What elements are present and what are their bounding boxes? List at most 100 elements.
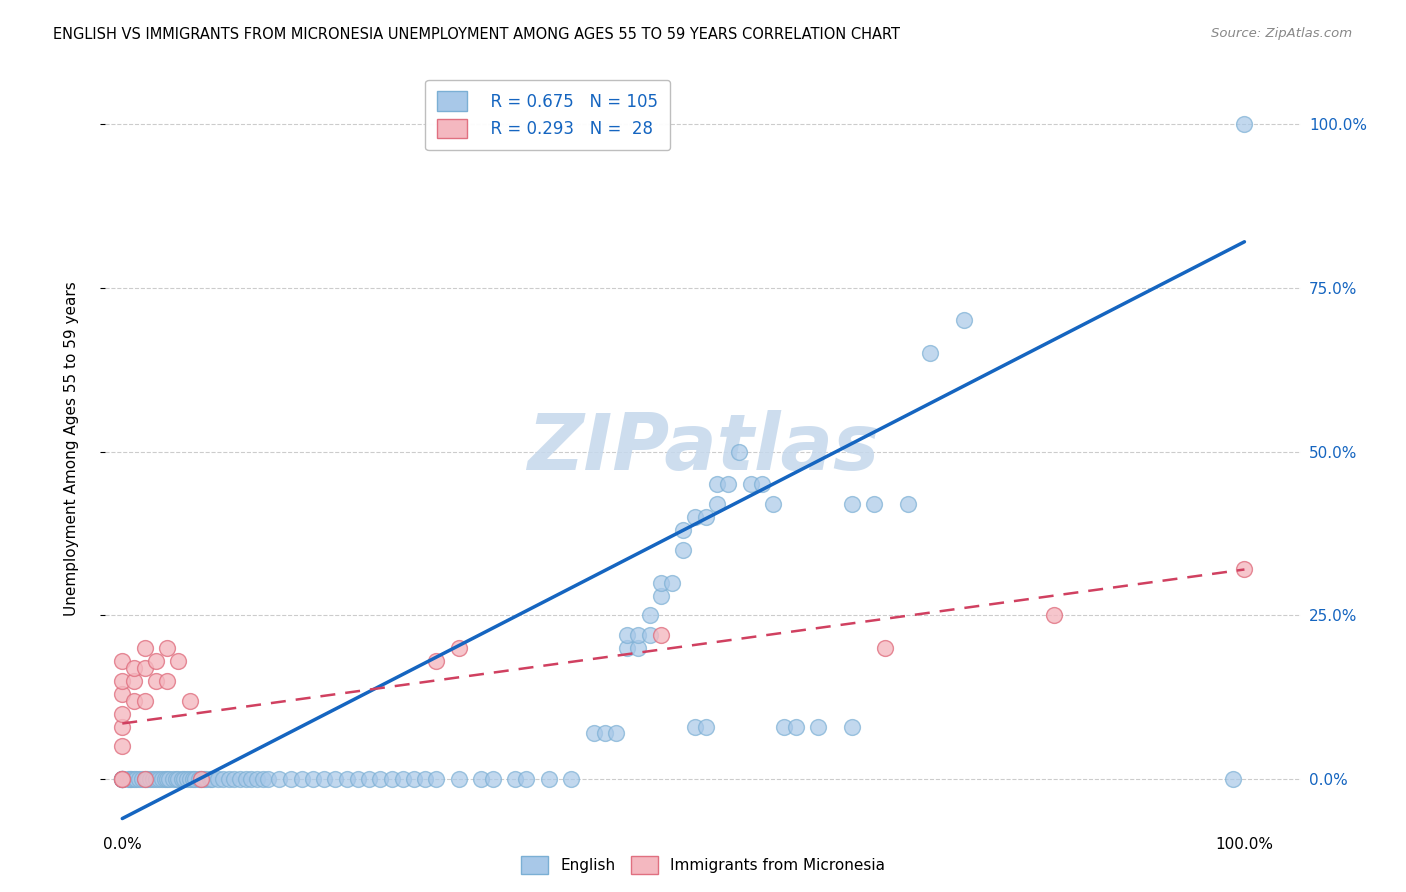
Point — [269, 772, 291, 787]
Point — [593, 726, 616, 740]
Point — [683, 510, 706, 524]
Point — [176, 772, 198, 787]
Point — [402, 772, 425, 787]
Point — [122, 772, 145, 787]
Point — [515, 772, 537, 787]
Point — [650, 628, 672, 642]
Point — [148, 772, 170, 787]
Point — [111, 687, 134, 701]
Point — [136, 772, 159, 787]
Point — [111, 772, 134, 787]
Point — [235, 772, 257, 787]
Point — [605, 726, 627, 740]
Point — [111, 706, 134, 721]
Point — [134, 641, 156, 656]
Point — [193, 772, 215, 787]
Point — [190, 772, 212, 787]
Point — [638, 608, 661, 623]
Point — [218, 772, 240, 787]
Point — [170, 772, 193, 787]
Point — [111, 772, 134, 787]
Point — [447, 772, 470, 787]
Point — [111, 772, 134, 787]
Point — [111, 654, 134, 668]
Point — [139, 772, 162, 787]
Point — [111, 673, 134, 688]
Point — [134, 772, 156, 787]
Point — [291, 772, 314, 787]
Point — [370, 772, 392, 787]
Point — [302, 772, 325, 787]
Point — [156, 641, 179, 656]
Point — [195, 772, 218, 787]
Text: ZIPatlas: ZIPatlas — [527, 410, 879, 486]
Point — [153, 772, 176, 787]
Point — [128, 772, 150, 787]
Point — [150, 772, 173, 787]
Point — [252, 772, 274, 787]
Point — [672, 542, 695, 557]
Point — [537, 772, 560, 787]
Point — [359, 772, 381, 787]
Legend: English, Immigrants from Micronesia: English, Immigrants from Micronesia — [515, 850, 891, 880]
Point — [156, 673, 179, 688]
Point — [162, 772, 184, 787]
Point — [207, 772, 229, 787]
Point — [201, 772, 224, 787]
Point — [773, 720, 796, 734]
Point — [134, 661, 156, 675]
Point — [156, 772, 179, 787]
Point — [134, 693, 156, 707]
Point — [111, 739, 134, 754]
Point — [122, 661, 145, 675]
Point — [187, 772, 209, 787]
Point — [638, 628, 661, 642]
Point — [627, 641, 650, 656]
Point — [1233, 562, 1256, 576]
Point — [616, 628, 638, 642]
Point — [706, 477, 728, 491]
Point — [240, 772, 263, 787]
Point — [425, 654, 447, 668]
Point — [167, 772, 190, 787]
Point — [122, 673, 145, 688]
Point — [179, 772, 201, 787]
Point — [582, 726, 605, 740]
Point — [145, 772, 167, 787]
Point — [167, 654, 190, 668]
Point — [413, 772, 436, 787]
Point — [1042, 608, 1064, 623]
Point — [111, 772, 134, 787]
Point — [762, 497, 785, 511]
Point — [560, 772, 582, 787]
Point — [111, 720, 134, 734]
Point — [920, 346, 942, 360]
Point — [706, 497, 728, 511]
Point — [672, 523, 695, 537]
Point — [173, 772, 195, 787]
Point — [650, 575, 672, 590]
Point — [807, 720, 830, 734]
Point — [425, 772, 447, 787]
Point — [145, 673, 167, 688]
Point — [198, 772, 221, 787]
Point — [120, 772, 142, 787]
Point — [336, 772, 359, 787]
Point — [145, 654, 167, 668]
Point — [897, 497, 920, 511]
Point — [740, 477, 762, 491]
Point — [157, 772, 180, 787]
Point — [257, 772, 280, 787]
Point — [325, 772, 347, 787]
Point — [347, 772, 370, 787]
Point — [125, 772, 148, 787]
Point — [616, 641, 638, 656]
Point — [246, 772, 269, 787]
Point — [863, 497, 886, 511]
Point — [627, 628, 650, 642]
Point — [481, 772, 503, 787]
Point — [184, 772, 207, 787]
Point — [179, 693, 201, 707]
Point — [841, 720, 863, 734]
Point — [134, 772, 156, 787]
